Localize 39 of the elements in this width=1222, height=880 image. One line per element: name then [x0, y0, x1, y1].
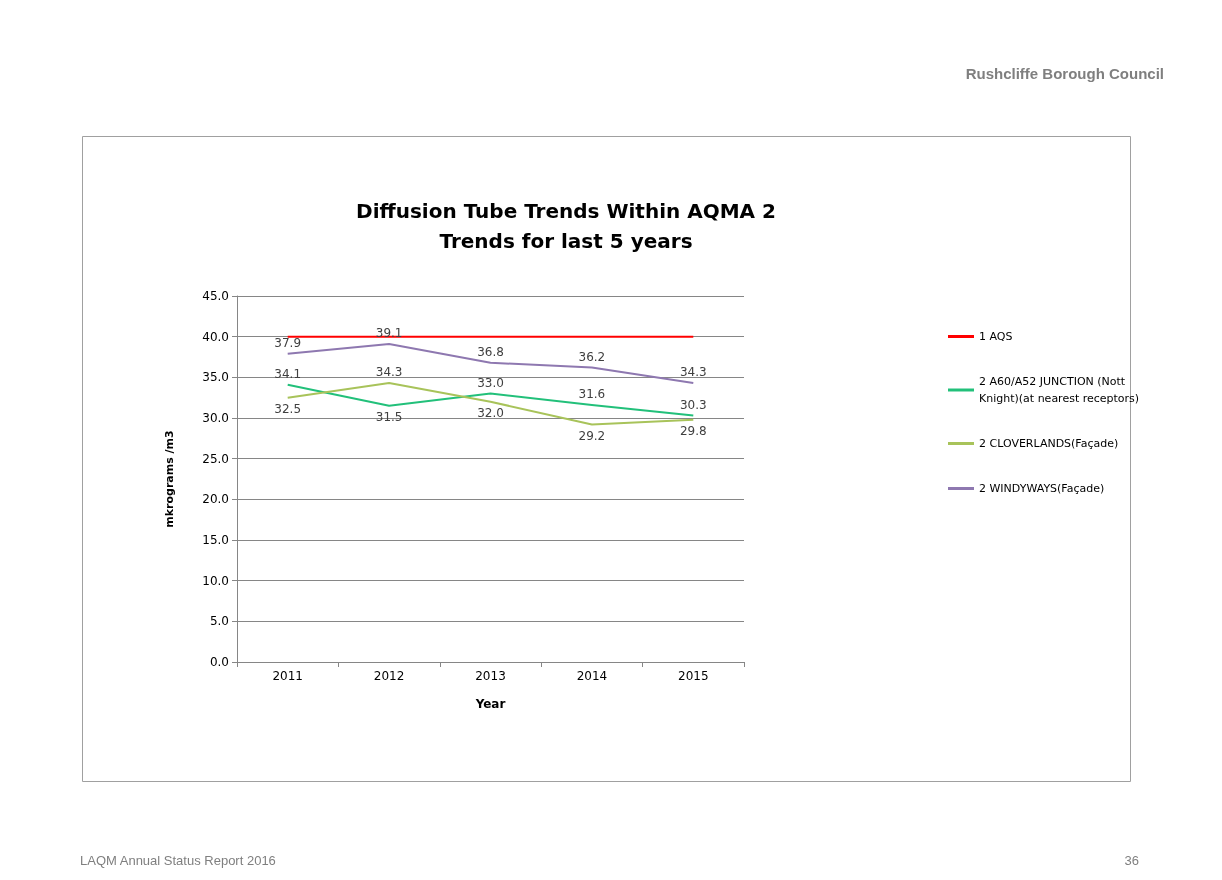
- data-label: 32.5: [274, 401, 302, 416]
- data-label: 37.9: [274, 335, 302, 350]
- text: 36: [1124, 853, 1140, 868]
- legend-label: 2 CLOVERLANDS(Façade): [979, 437, 1119, 450]
- data-label: 34.3: [679, 365, 707, 380]
- data-label: 32.0: [477, 405, 504, 420]
- data-label: 29.2: [578, 428, 606, 443]
- y-tick-label: 25.0: [202, 451, 229, 466]
- chart-title: Diffusion Tube Trends Within AQMA 2: [356, 199, 776, 223]
- data-label: 33.0: [477, 375, 504, 390]
- y-tick-label: 15.0: [202, 533, 229, 547]
- data-label: 36.2: [578, 349, 606, 364]
- y-axis-title: mkrograms /m3: [163, 430, 176, 528]
- data-label: 31.6: [578, 386, 606, 401]
- chart-subtitle: Trends for last 5 years: [439, 229, 693, 253]
- x-tick-label: 2012: [373, 669, 405, 683]
- data-label: 36.8: [477, 344, 504, 359]
- data-label: 34.3: [375, 365, 403, 380]
- legend-label: 2 A60/A52 JUNCTION (Nott Knight)(at nearest receptors): [979, 375, 1140, 405]
- x-tick-label: 2011: [272, 669, 303, 683]
- y-tick-label: 30.0: [202, 411, 229, 425]
- y-tick-label: 40.0: [202, 329, 229, 344]
- x-tick-label: 2013: [475, 669, 506, 683]
- y-tick-label: 35.0: [202, 370, 229, 385]
- y-tick-label: 10.0: [202, 573, 229, 588]
- legend-label: 1 AQS: [979, 330, 1013, 343]
- y-tick-label: 45.0: [202, 289, 229, 303]
- y-tick-label: 0.0: [209, 655, 229, 669]
- text: Rushcliffe Borough Council: [965, 65, 1164, 82]
- data-label: 30.3: [679, 397, 707, 412]
- x-tick-label: 2015: [678, 669, 709, 683]
- y-tick-label: 20.0: [202, 492, 229, 507]
- text: LAQM Annual Status Report 2016: [80, 853, 276, 868]
- data-label: 34.1: [274, 366, 302, 381]
- x-axis-title: Year: [474, 697, 506, 711]
- y-tick-label: 5.0: [209, 614, 229, 629]
- x-tick-label: 2014: [576, 669, 608, 683]
- data-label: 29.8: [679, 423, 707, 438]
- legend-label: 2 WINDYWAYS(Façade): [979, 482, 1105, 495]
